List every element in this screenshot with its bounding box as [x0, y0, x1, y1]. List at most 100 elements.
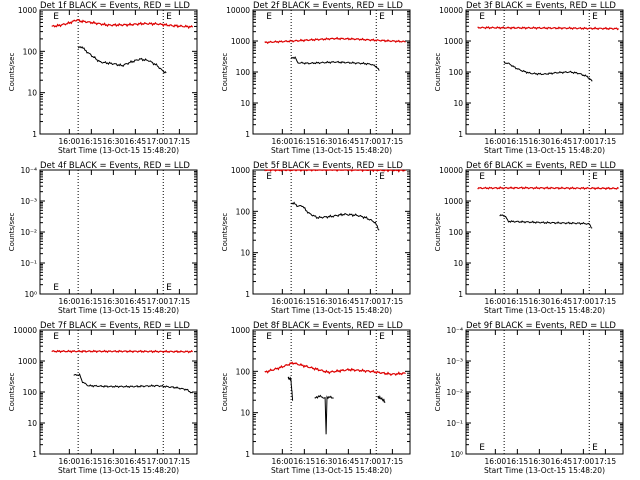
panel-title: Det 4f BLACK = Events, RED = LLD [40, 161, 190, 171]
plot-frame [39, 9, 198, 135]
x-tick-label: 17:15 [382, 457, 404, 466]
x-tick-label: 16:45 [551, 137, 573, 146]
plot-frame [39, 169, 198, 295]
y-tick-label: 10 [27, 419, 37, 428]
y-axis-label: Counts/sec [8, 213, 16, 252]
y-tick-label: 10⁻¹ [446, 419, 463, 428]
x-tick-label: 17:15 [169, 457, 191, 466]
x-tick-label: 16:30 [529, 457, 551, 466]
event-marker: E [379, 12, 385, 22]
panel-title: Det 2f BLACK = Events, RED = LLD [253, 1, 403, 11]
y-tick-label: 10⁻³ [446, 357, 463, 366]
x-tick-label: 17:00 [573, 457, 595, 466]
x-tick-label: 16:30 [103, 297, 125, 306]
y-tick-label: 10⁻² [20, 228, 37, 237]
y-tick-label: 1 [32, 450, 37, 459]
y-axis-label: Counts/sec [8, 373, 16, 412]
y-tick-label: 1 [245, 290, 250, 299]
plot-frame [252, 329, 411, 455]
y-tick-label: 1 [32, 130, 37, 139]
x-tick-label: 16:45 [551, 297, 573, 306]
x-tick-label: 17:15 [595, 137, 617, 146]
x-tick-label: 16:15 [81, 457, 103, 466]
x-tick-label: 17:00 [360, 297, 382, 306]
lld-series-line [477, 186, 619, 191]
x-axis-label: Start Time (13-Oct-15 15:48:20) [271, 466, 392, 475]
event-marker: E [592, 443, 598, 453]
events-series-line [73, 373, 193, 394]
x-tick-label: 17:15 [595, 457, 617, 466]
y-tick-label: 10 [240, 99, 250, 108]
x-tick-label: 16:45 [338, 297, 360, 306]
y-tick-label: 10 [27, 89, 37, 98]
x-tick-label: 16:15 [294, 137, 316, 146]
y-tick-label: 1000 [18, 357, 37, 366]
event-marker: E [266, 12, 272, 22]
event-marker: E [166, 12, 172, 22]
y-tick-label: 10000 [439, 166, 463, 175]
y-tick-label: 100 [23, 388, 38, 397]
events-series-line [503, 61, 593, 82]
x-axis-label: Start Time (13-Oct-15 15:48:20) [58, 466, 179, 475]
y-tick-label: 10 [453, 99, 463, 108]
plot-frame [252, 9, 411, 135]
panel-title: Det 6f BLACK = Events, RED = LLD [466, 161, 616, 171]
y-tick-label: 1 [245, 130, 250, 139]
x-tick-label: 16:45 [125, 457, 147, 466]
lld-series-line [264, 169, 406, 173]
event-marker: E [53, 283, 59, 293]
x-axis-label: Start Time (13-Oct-15 15:48:20) [484, 306, 605, 315]
event-marker: E [592, 172, 598, 182]
detector-panel: Det 4f BLACK = Events, RED = LLD 10⁰ 10⁻¹ 1… [8, 161, 198, 315]
y-axis-label: Counts/sec [221, 53, 229, 92]
x-tick-label: 16:15 [507, 297, 529, 306]
x-tick-label: 16:30 [103, 457, 125, 466]
y-tick-label: 1000 [444, 37, 463, 46]
y-tick-label: 100 [449, 68, 464, 77]
x-tick-label: 16:00 [485, 457, 507, 466]
event-marker: E [592, 12, 598, 22]
panel-title: Det 7f BLACK = Events, RED = LLD [40, 321, 190, 331]
x-tick-label: 17:00 [147, 457, 169, 466]
events-series-line [290, 56, 380, 71]
event-marker: E [479, 12, 485, 22]
y-tick-label: 100 [449, 228, 464, 237]
x-tick-label: 16:15 [294, 297, 316, 306]
event-marker: E [166, 332, 172, 342]
x-axis-label: Start Time (13-Oct-15 15:48:20) [484, 146, 605, 155]
events-series-line [287, 376, 294, 401]
x-tick-label: 17:15 [382, 297, 404, 306]
event-marker: E [379, 172, 385, 182]
y-tick-label: 100 [236, 207, 251, 216]
y-tick-label: 10⁻² [446, 388, 463, 397]
y-tick-label: 1000 [231, 166, 250, 175]
x-tick-label: 16:45 [338, 137, 360, 146]
events-series-line [314, 394, 334, 435]
x-tick-label: 17:00 [573, 297, 595, 306]
y-tick-label: 10 [453, 259, 463, 268]
y-tick-label: 10000 [226, 6, 250, 15]
lld-series-line [264, 36, 406, 45]
y-tick-label: 1000 [444, 197, 463, 206]
detector-panel: Det 8f BLACK = Events, RED = LLD 1 10 100 10… [221, 321, 411, 475]
x-tick-label: 16:15 [507, 457, 529, 466]
events-series-line [290, 201, 380, 231]
y-tick-label: 1000 [18, 6, 37, 15]
panel-title: Det 1f BLACK = Events, RED = LLD [40, 1, 190, 11]
panel-title: Det 3f BLACK = Events, RED = LLD [466, 1, 616, 11]
x-axis-label: Start Time (13-Oct-15 15:48:20) [58, 306, 179, 315]
event-marker: E [166, 283, 172, 293]
x-tick-label: 16:30 [316, 457, 338, 466]
x-tick-label: 16:00 [272, 137, 294, 146]
lld-series-line [51, 18, 194, 30]
detector-panel: Det 1f BLACK = Events, RED = LLD 1 10 100 10… [8, 1, 198, 155]
y-axis-label: Counts/sec [434, 53, 442, 92]
panel-title: Det 8f BLACK = Events, RED = LLD [253, 321, 403, 331]
lld-series-line [51, 349, 194, 354]
event-marker: E [266, 332, 272, 342]
detector-panel: Det 5f BLACK = Events, RED = LLD 1 10 100 10… [221, 161, 411, 315]
detector-panel: Det 2f BLACK = Events, RED = LLD 1 10 100 10… [221, 1, 411, 155]
x-tick-label: 16:00 [272, 297, 294, 306]
y-tick-label: 10⁰ [24, 290, 37, 299]
